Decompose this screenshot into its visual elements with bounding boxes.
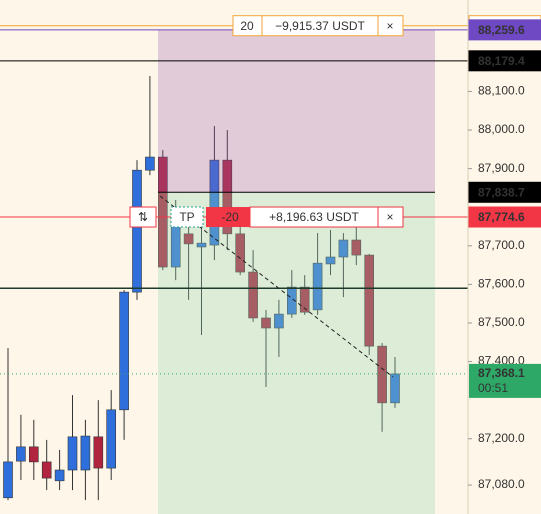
candle-body bbox=[325, 256, 336, 265]
tp-box bbox=[170, 206, 204, 228]
price-label: 87,838.7 bbox=[478, 185, 525, 199]
stop-zone bbox=[158, 192, 435, 514]
candle-body bbox=[106, 409, 116, 469]
position-close[interactable]: × bbox=[386, 210, 393, 224]
last-price-box bbox=[469, 363, 541, 398]
candle-body bbox=[312, 262, 323, 311]
y-tick-label: 87,080.0 bbox=[478, 477, 525, 491]
last-price-label: 87,368.1 bbox=[478, 366, 525, 380]
order-qty: 20 bbox=[240, 19, 254, 33]
candle-body bbox=[338, 239, 349, 258]
candle-body bbox=[16, 446, 26, 462]
price-label-box bbox=[468, 206, 541, 228]
candle-body bbox=[93, 436, 104, 469]
candle-body bbox=[132, 169, 142, 293]
y-tick-label: 87,200.0 bbox=[478, 431, 525, 445]
candle-body bbox=[377, 345, 387, 404]
candle-body bbox=[67, 436, 78, 471]
y-tick-label: 88,000.0 bbox=[478, 122, 525, 136]
y-tick-label: 87,500.0 bbox=[478, 315, 525, 329]
candle-body bbox=[158, 156, 168, 268]
candle-body bbox=[390, 373, 400, 404]
candle-body bbox=[248, 271, 258, 319]
price-label: 88,259.6 bbox=[478, 23, 525, 37]
target-zone bbox=[158, 29, 435, 193]
countdown: 00:51 bbox=[478, 381, 508, 395]
position-side-box bbox=[129, 206, 157, 228]
candle-body bbox=[145, 156, 155, 171]
candle-body bbox=[209, 159, 220, 246]
position-qty-box bbox=[206, 207, 250, 228]
candle-body bbox=[28, 446, 39, 463]
candle-body bbox=[261, 317, 271, 329]
candle-body bbox=[80, 435, 91, 471]
zones bbox=[158, 29, 435, 514]
candle-body bbox=[119, 291, 129, 411]
candle-body bbox=[235, 233, 245, 273]
position-side[interactable]: ⇅ bbox=[138, 210, 148, 224]
position-pnl: +8,196.63 USDT bbox=[269, 210, 359, 224]
price-label-box bbox=[468, 50, 541, 72]
order-close[interactable]: × bbox=[386, 19, 393, 33]
y-tick-label: 87,900.0 bbox=[478, 161, 525, 175]
tp-label[interactable]: TP bbox=[179, 210, 194, 224]
order-label-box bbox=[232, 15, 404, 37]
position-pnl-box bbox=[249, 206, 404, 228]
price-label: 87,774.6 bbox=[478, 210, 525, 224]
price-label-box bbox=[468, 181, 541, 203]
y-tick-label: 88,100.0 bbox=[478, 84, 525, 98]
candle-body bbox=[196, 242, 207, 248]
candle-body bbox=[286, 286, 297, 315]
position-qty: -20 bbox=[221, 210, 239, 224]
candle-body bbox=[183, 233, 194, 245]
price-label-box bbox=[468, 19, 541, 41]
order-pnl: −9,915.37 USDT bbox=[275, 19, 365, 33]
y-tick-label: 87,600.0 bbox=[478, 277, 525, 291]
candle-body bbox=[54, 469, 65, 482]
candle-body bbox=[364, 254, 375, 347]
labels: 88,270.488,259.688,179.487,838.787,774.6… bbox=[129, 15, 541, 398]
candle-body bbox=[3, 461, 13, 499]
candle-body bbox=[274, 313, 284, 329]
candle-body bbox=[351, 239, 362, 256]
y-tick-label: 87,700.0 bbox=[478, 238, 525, 252]
price-label: 88,179.4 bbox=[478, 54, 525, 68]
candle-body bbox=[299, 286, 310, 313]
candle-body bbox=[41, 461, 52, 479]
candle-body bbox=[222, 159, 233, 235]
